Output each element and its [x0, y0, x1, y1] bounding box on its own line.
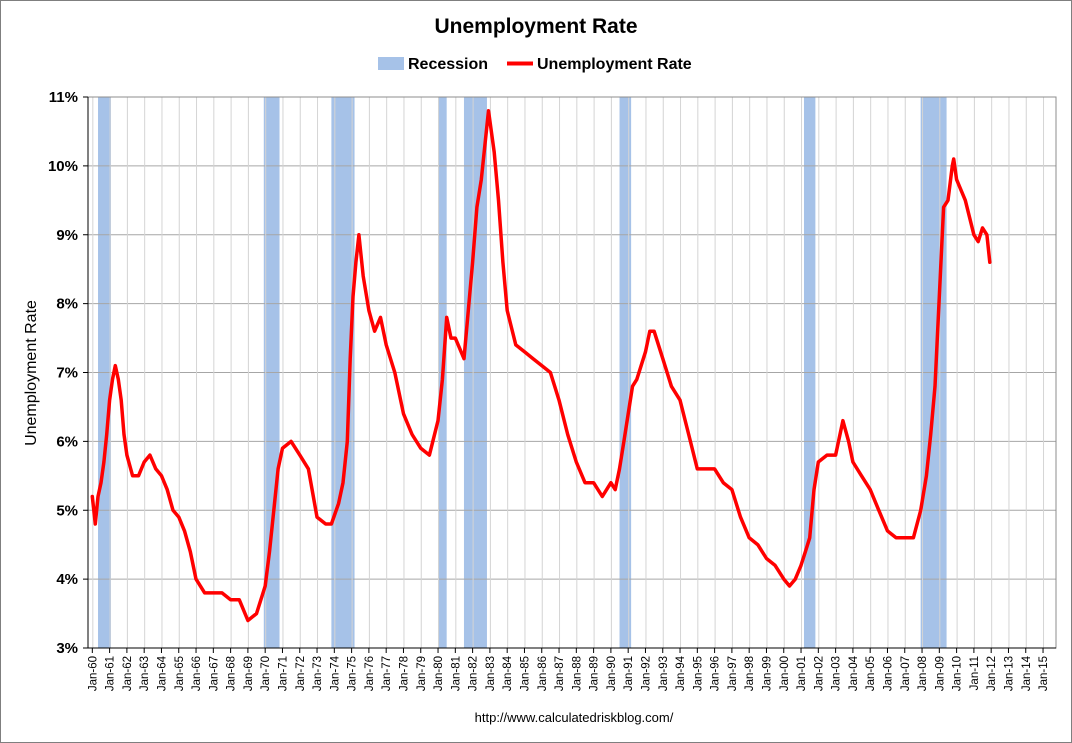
x-tick-label-12: Jan-72	[295, 656, 307, 691]
x-tick-label-29: Jan-89	[589, 656, 601, 691]
y-tick-label-2: 5%	[56, 502, 78, 519]
y-tick-label-1: 4%	[56, 571, 78, 588]
legend-recession-swatch	[378, 57, 404, 70]
x-tick-label-52: Jan-12	[986, 656, 998, 691]
y-tick-label-0: 3%	[56, 640, 78, 657]
x-tick-label-24: Jan-84	[502, 655, 514, 691]
x-tick-label-18: Jan-78	[398, 656, 410, 691]
series-layer	[90, 109, 992, 623]
x-tick-label-48: Jan-08	[917, 656, 929, 691]
x-tick-label-44: Jan-04	[848, 655, 860, 691]
x-tick-label-43: Jan-03	[831, 656, 843, 691]
x-tick-label-50: Jan-10	[952, 656, 964, 691]
x-tick-label-37: Jan-97	[727, 656, 739, 691]
x-tick-label-34: Jan-94	[675, 655, 687, 691]
x-tick-label-14: Jan-74	[329, 655, 341, 691]
x-tick-label-23: Jan-83	[485, 656, 497, 691]
series-line-0	[90, 109, 992, 623]
x-tick-label-20: Jan-80	[433, 656, 445, 691]
legend-recession-label: Recession	[408, 56, 488, 73]
x-tick-label-39: Jan-99	[761, 656, 773, 691]
x-tick-label-16: Jan-76	[364, 656, 376, 691]
x-tick-label-7: Jan-67	[208, 656, 220, 691]
x-tick-label-17: Jan-77	[381, 656, 393, 691]
legend-line-label: Unemployment Rate	[537, 56, 692, 73]
x-tick-label-36: Jan-96	[710, 656, 722, 691]
x-tick-label-3: Jan-63	[139, 656, 151, 691]
x-tick-label-26: Jan-86	[537, 656, 549, 691]
x-tick-label-55: Jan-15	[1038, 656, 1050, 691]
x-tick-label-0: Jan-60	[87, 656, 99, 691]
x-tick-label-33: Jan-93	[658, 656, 670, 691]
x-tick-label-19: Jan-79	[416, 656, 428, 691]
x-tick-label-22: Jan-82	[468, 656, 480, 691]
y-tick-label-6: 9%	[56, 227, 78, 244]
y-axis: 3% 4% 5% 6% 7% 8% 9% 10% 11%	[48, 89, 89, 657]
x-tick-label-32: Jan-92	[640, 656, 652, 691]
gridlines	[87, 96, 1057, 649]
y-tick-label-5: 8%	[56, 296, 78, 313]
x-tick-label-25: Jan-85	[519, 656, 531, 691]
x-tick-label-28: Jan-88	[571, 656, 583, 691]
x-tick-label-5: Jan-65	[174, 656, 186, 691]
x-tick-label-49: Jan-09	[934, 656, 946, 691]
y-axis-label: Unemployment Rate	[23, 300, 40, 446]
y-tick-label-3: 6%	[56, 433, 78, 450]
x-tick-label-41: Jan-01	[796, 656, 808, 691]
x-tick-label-13: Jan-73	[312, 656, 324, 691]
x-tick-label-10: Jan-70	[260, 656, 272, 691]
x-tick-label-45: Jan-05	[865, 656, 877, 691]
x-tick-label-15: Jan-75	[347, 656, 359, 691]
x-tick-label-51: Jan-11	[969, 656, 981, 690]
x-tick-label-40: Jan-00	[779, 656, 791, 691]
source-url: http://www.calculatedriskblog.com/	[475, 710, 674, 725]
x-tick-label-54: Jan-14	[1021, 655, 1033, 691]
x-tick-label-6: Jan-66	[191, 656, 203, 691]
x-tick-label-11: Jan-71	[277, 656, 289, 691]
x-tick-label-42: Jan-02	[813, 656, 825, 691]
x-tick-label-27: Jan-87	[554, 656, 566, 691]
y-tick-label-8: 11%	[49, 89, 78, 106]
x-tick-label-1: Jan-61	[105, 656, 117, 691]
x-tick-label-2: Jan-62	[122, 656, 134, 691]
y-tick-label-4: 7%	[56, 365, 78, 382]
x-tick-label-47: Jan-07	[900, 656, 912, 691]
x-tick-label-9: Jan-69	[243, 656, 255, 691]
x-tick-label-31: Jan-91	[623, 656, 635, 691]
x-axis: Jan-60 Jan-61 Jan-62 Jan-63 Jan-64 Jan-65 Jan-…	[87, 647, 1056, 691]
x-tick-label-4: Jan-64	[156, 655, 168, 691]
y-tick-label-7: 10%	[48, 158, 78, 175]
legend: Recession Unemployment Rate	[378, 56, 692, 73]
x-tick-label-8: Jan-68	[226, 656, 238, 691]
x-tick-label-30: Jan-90	[606, 656, 618, 691]
x-tick-label-46: Jan-06	[882, 656, 894, 691]
x-tick-label-53: Jan-13	[1003, 656, 1015, 691]
x-tick-label-35: Jan-95	[692, 656, 704, 691]
chart-title: Unemployment Rate	[434, 15, 637, 38]
x-tick-label-21: Jan-81	[450, 656, 462, 691]
x-tick-label-38: Jan-98	[744, 656, 756, 691]
